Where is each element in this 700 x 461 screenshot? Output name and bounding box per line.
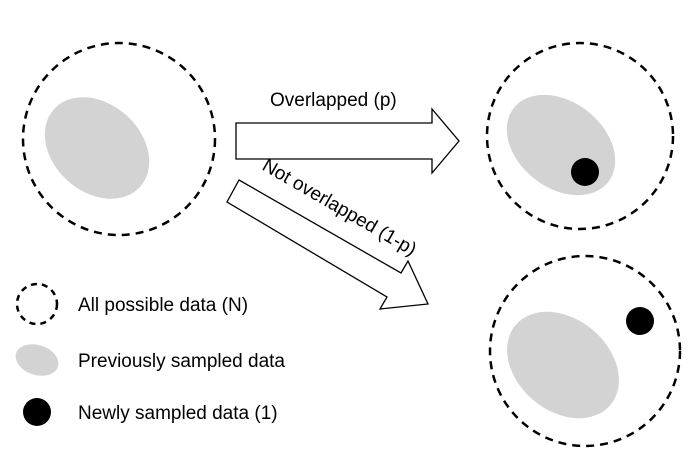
gray-ellipse-icon xyxy=(15,344,59,376)
not-overlapped-arrow-group: Not overlapped (1-p) xyxy=(226,155,429,310)
legend-label-newly-sampled: Newly sampled data (1) xyxy=(78,403,278,424)
legend-item-newly-sampled: Newly sampled data (1) xyxy=(23,398,278,426)
overlapped-arrow-group: Overlapped (p) xyxy=(235,90,460,175)
dashed-circle-icon xyxy=(15,282,59,326)
black-dot-icon xyxy=(23,398,51,426)
overlapped-newly-sampled-dot xyxy=(571,158,599,186)
overlapped-state-group xyxy=(485,41,675,231)
initial-population-circle xyxy=(21,41,217,237)
overlapped-population-circle xyxy=(485,41,675,231)
initial-state-group xyxy=(21,41,217,237)
legend-label-previously-sampled: Previously sampled data xyxy=(78,351,285,372)
initial-previously-sampled-ellipse xyxy=(44,97,150,199)
legend-label-all-possible: All possible data (N) xyxy=(78,295,248,316)
not-overlapped-population-circle xyxy=(488,254,682,448)
legend: All possible data (N) Previously sampled… xyxy=(15,282,285,426)
overlapped-label: Overlapped (p) xyxy=(270,90,397,111)
not-overlapped-previously-sampled-ellipse xyxy=(507,311,619,419)
overlapped-arrow xyxy=(235,107,460,175)
not-overlapped-newly-sampled-dot xyxy=(626,307,654,335)
legend-item-all-possible: All possible data (N) xyxy=(15,282,248,326)
not-overlapped-arrow xyxy=(226,179,429,310)
legend-item-previously-sampled: Previously sampled data xyxy=(15,344,285,376)
not-overlapped-state-group xyxy=(488,254,682,448)
